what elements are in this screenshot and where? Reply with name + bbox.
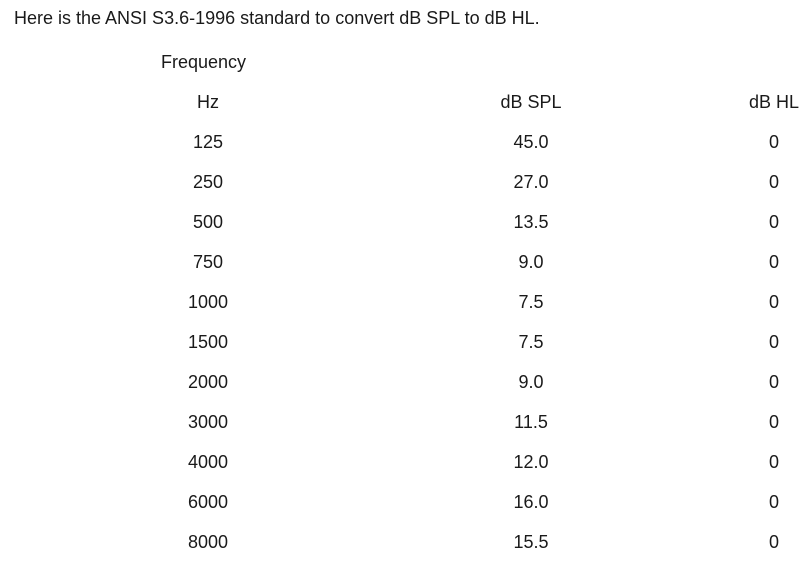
table-row: 3000 11.5 0 [0,402,808,442]
db-hl-cell: 0 [768,452,779,472]
table-row: 1000 7.5 0 [0,282,808,322]
db-hl-cell: 0 [768,212,779,232]
table-row: 6000 16.0 0 [0,482,808,522]
db-spl-cell: 9.0 [518,372,544,392]
db-spl-cell: 11.5 [514,412,548,432]
frequency-cell: 6000 [187,492,229,512]
header-hz: Hz [197,92,219,112]
table-row: 125 45.0 0 [0,122,808,162]
db-spl-cell: 7.5 [518,332,544,352]
db-spl-cell: 27.0 [513,172,549,192]
db-hl-cell: 0 [768,132,779,152]
header-db-hl: dB HL [748,92,800,112]
header-db-spl: dB SPL [500,92,562,112]
db-hl-cell: 0 [768,332,779,352]
table-row: 1500 7.5 0 [0,322,808,362]
db-hl-cell: 0 [768,372,779,392]
frequency-cell: 3000 [187,412,229,432]
db-spl-cell: 13.5 [513,212,549,232]
table-row: 500 13.5 0 [0,202,808,242]
frequency-cell: 4000 [187,452,229,472]
table-header-row: Hz dB SPL dB HL [0,82,808,122]
frequency-cell: 2000 [187,372,229,392]
db-hl-cell: 0 [768,292,779,312]
db-hl-cell: 0 [768,492,779,512]
intro-text: Here is the ANSI S3.6-1996 standard to c… [14,8,540,28]
frequency-cell: 125 [192,132,224,152]
db-spl-cell: 45.0 [513,132,549,152]
db-hl-cell: 0 [768,172,779,192]
db-spl-cell: 16.0 [513,492,549,512]
db-spl-cell: 9.0 [518,252,544,272]
table-row: 250 27.0 0 [0,162,808,202]
table-row: 8000 15.5 0 [0,522,808,562]
frequency-cell: 250 [192,172,224,192]
table-row: 2000 9.0 0 [0,362,808,402]
frequency-cell: 750 [192,252,224,272]
db-hl-cell: 0 [768,532,779,552]
db-hl-cell: 0 [768,252,779,272]
db-spl-cell: 7.5 [518,292,544,312]
frequency-cell: 500 [192,212,224,232]
table-row: 4000 12.0 0 [0,442,808,482]
db-spl-cell: 12.0 [513,452,549,472]
db-hl-cell: 0 [768,412,779,432]
frequency-cell: 8000 [187,532,229,552]
table-row: 750 9.0 0 [0,242,808,282]
frequency-caption: Frequency [161,52,247,72]
frequency-cell: 1500 [187,332,229,352]
db-spl-cell: 15.5 [513,532,549,552]
frequency-cell: 1000 [187,292,229,312]
